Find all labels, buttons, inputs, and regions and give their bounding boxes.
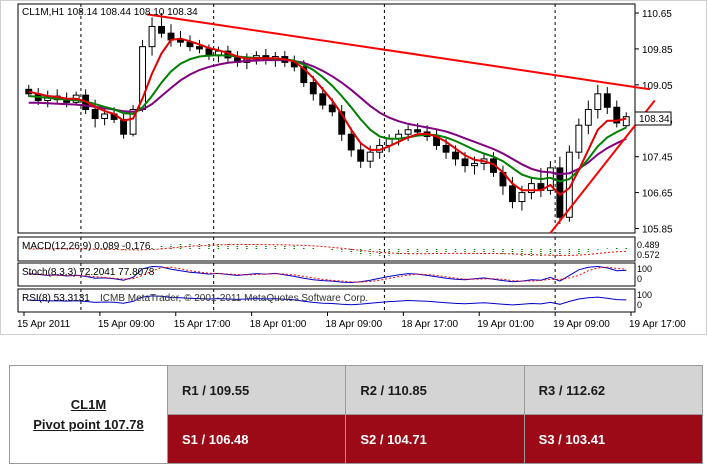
candle-body [177,39,184,43]
stoch-panel [17,262,636,287]
main-panel [17,3,636,234]
time-tick-label: 18 Apr 09:00 [326,319,383,330]
candle-body [357,149,365,162]
rsi-tick-bottom: 0 [637,300,642,310]
candle-body [442,144,450,153]
trendline [147,13,651,91]
candle-body [101,113,109,119]
stoch-tick-bottom: 0 [637,274,642,284]
time-axis: 15 Apr 2011 15 Apr 09:00 15 Apr 17:00 18 Ap… [17,312,686,330]
resistance-r1: R1 / 109.55 [166,365,347,415]
candle-body [158,25,165,34]
candle-body [613,106,621,124]
stoch-tick-top: 100 [637,264,652,274]
price-tick-label: 109.05 [642,81,673,92]
stoch-main-line [28,265,627,284]
candle-body [518,192,526,203]
macd-panel [17,236,636,262]
candle-body [452,151,459,160]
time-tick-label: 15 Apr 09:00 [98,319,155,330]
candle-body [584,109,592,126]
candle-body [594,93,602,111]
candle-body [120,118,128,135]
candle-body [196,46,203,50]
moving-average-slow [28,59,627,176]
candle-body [91,109,99,119]
price-tick-label: 109.85 [642,45,673,56]
price-tick-label: 107.45 [642,153,673,164]
rsi-tick-top: 100 [637,290,652,300]
candle-body [461,158,469,167]
candle-body [366,151,374,162]
stoch-label: Stoch(8,3,3) 72.2041 77.8078 [22,267,155,278]
candle-body [328,104,336,113]
time-tick-label: 19 Apr 17:00 [629,319,686,330]
support-s2: S2 / 104.71 [345,414,525,464]
rsi-label: RSI(8) 53.3131 [22,293,90,304]
macd-label: MACD(12,26,9) 0.089 -0.176 [22,241,151,252]
pivot-point: Pivot point 107.78 [33,416,144,432]
watermark: ICMB MetaTrader, © 2001-2011 MetaQuotes … [100,293,368,304]
candle-body [509,185,516,203]
candle-body [575,124,583,153]
candle-body [404,129,412,135]
pivot-table: CL1M Pivot point 107.78 R1 / 109.55 R2 /… [9,365,704,464]
candle-body [129,109,137,135]
stoch-grid [80,263,556,286]
candle-body [565,151,573,218]
candle-body [347,133,355,151]
time-tick-label: 19 Apr 01:00 [477,319,534,330]
rsi-panel [17,288,636,313]
symbol-cell: CL1M Pivot point 107.78 [9,365,168,464]
time-tick-label: 18 Apr 01:00 [250,319,307,330]
candle-body [603,93,611,108]
rsi-line [28,295,627,306]
candle-body [414,129,422,133]
time-tick-label: 19 Apr 09:00 [553,319,610,330]
support-s1: S1 / 106.48 [166,414,347,464]
candle-body [148,25,156,48]
candle-body [319,93,327,106]
moving-average-mid [28,54,627,183]
support-row: S1 / 106.48 S2 / 104.71 S3 / 103.41 [10,414,704,464]
current-price-label: 108.34 [639,114,670,125]
candle-body [338,111,346,135]
candle-body [300,66,308,84]
price-tick-label: 110.65 [642,9,672,20]
time-tick-label: 15 Apr 17:00 [174,319,231,330]
price-tick-label: 105.85 [642,225,673,236]
chart-header: CL1M,H1 108.14 108.44 108.10 108.34 [22,7,198,18]
time-tick-label: 18 Apr 17:00 [401,319,458,330]
resistance-r3: R3 / 112.62 [523,365,704,415]
resistance-r2: R2 / 110.85 [345,365,525,415]
time-tick-label: 15 Apr 2011 [17,319,71,330]
moving-average-fast [28,37,627,197]
rsi-grid [80,289,556,312]
candle-body [309,82,317,95]
price-chart: 110.65109.85109.05108.25107.45106.65105.… [0,0,707,335]
resistance-row: CL1M Pivot point 107.78 R1 / 109.55 R2 /… [9,365,704,464]
candle-body [527,183,535,194]
candle-body [471,162,478,167]
symbol-name: CL1M [70,396,107,412]
current-price-marker [634,111,672,126]
macd-tick-bottom: 0.572 [637,250,660,260]
macd-tick-top: 0.489 [637,240,660,250]
price-tick-label: 106.65 [642,189,673,200]
main-grid [80,4,556,233]
candle-body [622,116,630,127]
support-s3: S3 / 103.41 [523,414,704,464]
